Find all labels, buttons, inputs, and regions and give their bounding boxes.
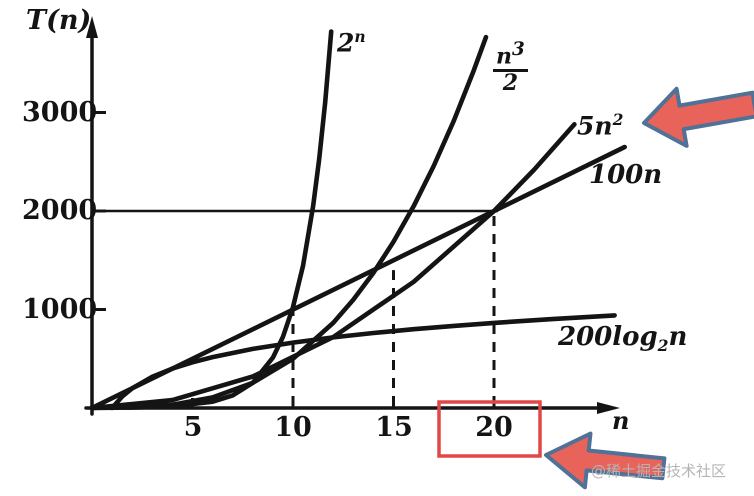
x-axis-arrow-icon <box>597 402 620 414</box>
x-tick-label-10: 10 <box>274 412 312 443</box>
curve-label-n3-over-2: n3 2 <box>493 39 528 96</box>
y-axis-arrow-icon <box>86 16 98 38</box>
dashed-guides-group <box>291 211 496 406</box>
x-tick-label-20: 20 <box>475 412 513 443</box>
log-label-post: n <box>668 322 688 352</box>
x-tick-label-15: 15 <box>375 412 413 443</box>
curve-label-100n: 100n <box>589 160 663 190</box>
log-label-sub: 2 <box>657 336 669 356</box>
curve-label-5n2: 5n2 <box>577 110 623 140</box>
x-axis-title: n <box>612 406 630 435</box>
curve-label-2n-exp: n <box>354 27 366 46</box>
highlight-box-x20 <box>437 400 542 458</box>
y-tick-label-1000: 1000 <box>22 294 98 325</box>
curve-label-2n: 2n <box>337 27 366 57</box>
y-tick-label-2000: 2000 <box>22 195 98 226</box>
curve-cubic <box>89 34 489 411</box>
y-tick-label-3000: 3000 <box>22 97 98 128</box>
curve-label-n3-numerator: n3 <box>493 39 528 72</box>
highlight-arrow-5n2-icon <box>642 86 754 148</box>
log-label-pre: 200log <box>558 322 658 352</box>
watermark: @稀土掘金技术社区 <box>591 462 727 480</box>
curve-label-2n-base: 2 <box>337 28 355 58</box>
curve-label-5n2-base: 5n <box>577 111 613 141</box>
curve-quad <box>89 122 577 411</box>
y-axis-title: T(n) <box>26 5 92 36</box>
x-tick-label-5: 5 <box>183 412 203 443</box>
curves-group <box>89 29 627 411</box>
highlight-arrow-x20-icon <box>544 431 667 490</box>
curve-log <box>109 313 617 411</box>
cubic-num-base: n <box>496 43 512 70</box>
curve-label-5n2-exp: 2 <box>612 110 624 129</box>
curve-label-200log2n: 200log2n <box>558 322 687 355</box>
cubic-num-sup: 3 <box>512 39 525 60</box>
curve-label-n3-denominator: 2 <box>502 69 519 96</box>
